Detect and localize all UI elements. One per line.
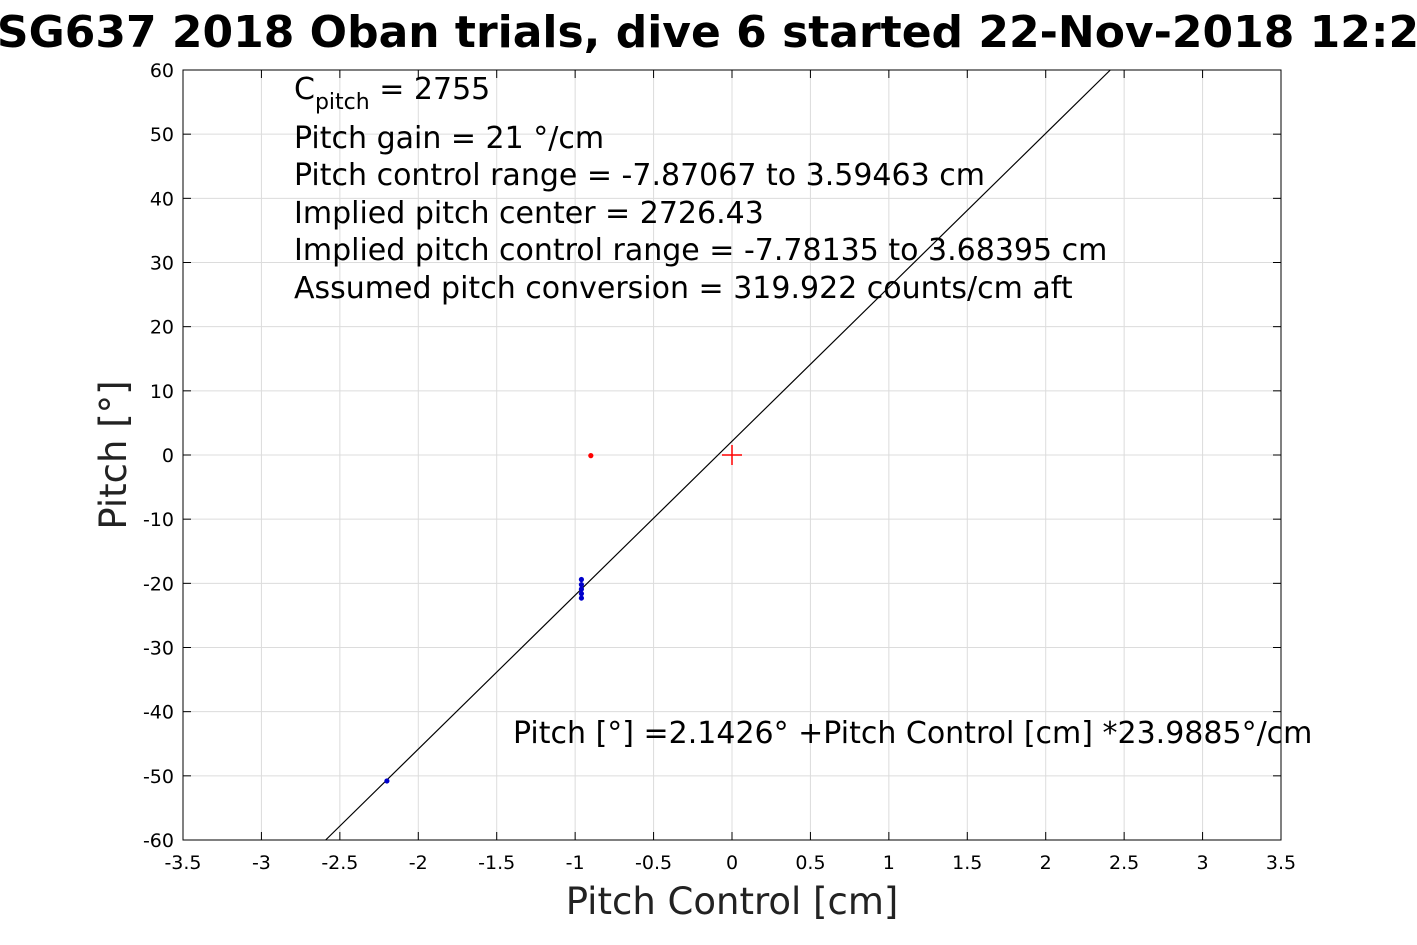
x-tick-label: 2.5 [1109,852,1139,874]
y-tick-label: -60 [143,830,174,852]
grid-lines [182,69,1282,841]
fit-equation-label: Pitch [°] =2.1426° +Pitch Control [cm] *… [513,716,1312,751]
y-tick-label: 10 [150,381,174,403]
x-tick-label: -2 [409,852,428,874]
y-axis-label: Pitch [°] [92,380,135,529]
x-tick-label: -0.5 [635,852,672,874]
y-tick-label: -50 [143,766,174,788]
annotation-implied-pitch-center: Implied pitch center = 2726.43 [294,196,764,231]
x-tick-label: -1.5 [478,852,515,874]
data-point [578,582,585,588]
x-tick-label: 0 [726,852,738,874]
y-tick-label: 0 [162,445,174,467]
annotation-pitch-control-range: Pitch control range = -7.87067 to 3.5946… [294,158,985,193]
x-tick-label: 1 [883,852,895,874]
annotation-cpitch-main: C [294,72,315,107]
y-tick-label: -30 [143,638,174,660]
annotation-cpitch-sub: pitch [315,90,370,115]
x-tick-label: -2.5 [321,852,358,874]
y-tick-label: 40 [150,188,174,210]
y-tick-label: -40 [143,702,174,724]
annotation-pitch-gain: Pitch gain = 21 °/cm [294,121,604,156]
annotation-block: Cpitch = 2755 Pitch gain = 21 °/cm Pitch… [294,72,1107,306]
plus-marker [722,445,742,465]
data-point [578,591,585,597]
y-tick-label: -10 [143,509,174,531]
x-tick-label: 0.5 [795,852,825,874]
y-tick-label: 30 [150,253,174,275]
annotation-pitch-conversion: Assumed pitch conversion = 319.922 count… [294,271,1073,306]
y-tick-label: -20 [143,573,174,595]
data-point [588,453,594,459]
y-tick-label: 60 [150,60,174,82]
annotation-cpitch-value: = 2755 [370,72,491,107]
x-tick-label: 3.5 [1266,852,1296,874]
axis-ticks: -3.5 -3 -2.5 -2 -1.5 -1 -0.5 0 0.5 1 1.5 2 2.5 3 3.5 60… [143,60,1296,874]
data-point [578,576,585,583]
x-tick-label: 2 [1040,852,1052,874]
plot-area [325,69,1111,841]
y-tick-label: 50 [150,124,174,146]
x-tick-label: 3 [1197,852,1209,874]
x-axis-label: Pitch Control [cm] [566,880,899,923]
y-tick-label: 20 [150,317,174,339]
x-tick-label: -3.5 [164,852,201,874]
fit-line [325,69,1111,841]
data-point [578,595,585,601]
x-tick-label: -1 [566,852,585,874]
x-tick-label: 1.5 [952,852,982,874]
data-point [384,778,390,784]
annotation-cpitch: Cpitch = 2755 [294,72,490,115]
data-point [578,586,585,592]
annotation-implied-control-range: Implied pitch control range = -7.78135 t… [294,233,1107,268]
x-tick-label: -3 [252,852,271,874]
chart-title: SG637 2018 Oban trials, dive 6 started 2… [0,7,1417,58]
